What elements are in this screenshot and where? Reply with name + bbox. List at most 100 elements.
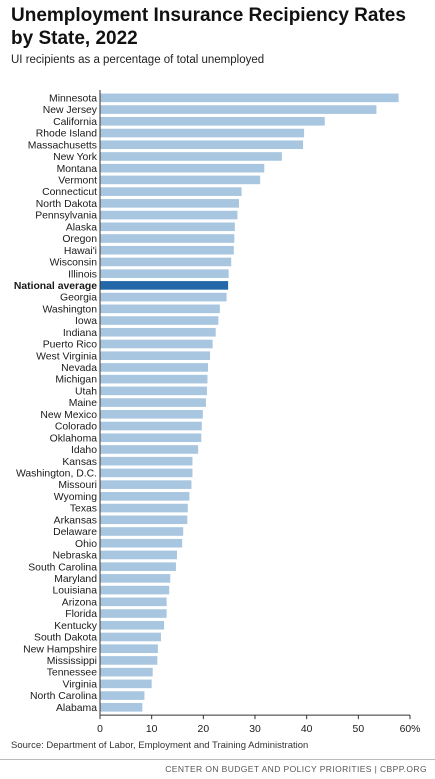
bar-wyoming — [100, 492, 190, 501]
category-label-georgia: Georgia — [60, 293, 97, 304]
bar-connecticut — [100, 187, 242, 196]
bar-west-virginia — [100, 351, 211, 360]
bar-washington — [100, 304, 220, 314]
bar-new-mexico — [100, 410, 203, 419]
category-label-rhode-island: Rhode Island — [36, 129, 97, 140]
category-label-iowa: Iowa — [75, 316, 97, 327]
category-label-north-carolina: North Carolina — [30, 691, 97, 702]
category-label-south-dakota: South Dakota — [34, 633, 97, 644]
category-label-nebraska: Nebraska — [53, 551, 98, 562]
chart-title: Unemployment Insurance Recipiency Rates … — [11, 5, 406, 49]
bar-missouri — [100, 480, 192, 489]
source-note: Source: Department of Labor, Employment … — [11, 740, 309, 751]
category-label-hawai-i: Hawai'i — [64, 246, 97, 257]
bar-minnesota — [100, 93, 399, 103]
x-tick-label-20: 20 — [198, 724, 210, 735]
category-label-north-dakota: North Dakota — [36, 199, 97, 210]
bar-new-jersey — [100, 105, 377, 114]
bar-louisiana — [100, 585, 170, 595]
bar-indiana — [100, 327, 216, 337]
bar-washington-d-c — [100, 468, 193, 478]
category-label-arkansas: Arkansas — [54, 515, 97, 526]
category-label-kansas: Kansas — [62, 457, 97, 468]
bar-mississippi — [100, 656, 158, 665]
bar-delaware — [100, 527, 184, 536]
bar-new-hampshire — [100, 644, 158, 653]
bar-pennsylvania — [100, 210, 238, 220]
bar-california — [100, 117, 325, 126]
bar-florida — [100, 609, 167, 618]
bar-kansas — [100, 456, 193, 466]
category-label-new-mexico: New Mexico — [40, 410, 97, 421]
category-label-utah: Utah — [75, 386, 97, 397]
bar-maine — [100, 398, 206, 407]
bar-oregon — [100, 234, 235, 243]
x-tick-label-0: 0 — [97, 724, 103, 735]
bar-arizona — [100, 597, 167, 607]
category-label-tennessee: Tennessee — [47, 668, 97, 679]
category-label-mississippi: Mississippi — [47, 656, 97, 667]
bar-vermont — [100, 175, 261, 185]
footer-credit: CENTER ON BUDGET AND POLICY PRIORITIES |… — [165, 764, 427, 774]
x-tick-label-50: 50 — [353, 724, 365, 735]
category-label-arizona: Arizona — [62, 597, 97, 608]
bar-arkansas — [100, 515, 188, 525]
bar-national-average — [100, 281, 229, 290]
bar-nevada — [100, 363, 208, 372]
category-label-puerto-rico: Puerto Rico — [43, 340, 98, 351]
bar-nebraska — [100, 550, 177, 560]
category-label-massachusetts: Massachusetts — [28, 140, 97, 151]
bar-texas — [100, 503, 188, 513]
bar-alabama — [100, 703, 143, 712]
category-label-new-hampshire: New Hampshire — [23, 644, 97, 655]
category-label-missouri: Missouri — [58, 480, 97, 491]
bar-massachusetts — [100, 140, 304, 150]
x-tick-label-40: 40 — [301, 724, 313, 735]
category-label-vermont: Vermont — [58, 176, 97, 187]
bar-montana — [100, 163, 265, 173]
bar-ohio — [100, 538, 183, 548]
x-tick-label-10: 10 — [146, 724, 158, 735]
category-label-washington: Washington — [43, 304, 98, 315]
category-label-pennsylvania: Pennsylvania — [35, 211, 97, 222]
bar-utah — [100, 386, 207, 396]
bar-new-york — [100, 152, 282, 161]
bar-puerto-rico — [100, 339, 213, 349]
category-label-maryland: Maryland — [54, 574, 97, 585]
bar-north-dakota — [100, 199, 239, 208]
bar-idaho — [100, 445, 199, 454]
bar-virginia — [100, 679, 152, 689]
category-label-new-york: New York — [53, 152, 98, 163]
category-label-west-virginia: West Virginia — [36, 351, 97, 362]
category-label-oregon: Oregon — [62, 234, 97, 245]
category-label-wisconsin: Wisconsin — [50, 258, 98, 269]
bar-wisconsin — [100, 257, 232, 267]
category-label-connecticut: Connecticut — [42, 187, 97, 198]
x-tick-label-60: 60% — [400, 724, 421, 735]
bar-colorado — [100, 421, 202, 431]
category-label-louisiana: Louisiana — [53, 586, 98, 597]
bar-north-carolina — [100, 691, 145, 700]
chart-subtitle: UI recipients as a percentage of total u… — [11, 54, 265, 66]
bar-south-carolina — [100, 562, 176, 571]
category-label-wyoming: Wyoming — [54, 492, 97, 503]
category-label-virginia: Virginia — [63, 679, 98, 690]
bar-hawai-i — [100, 245, 234, 255]
bar-maryland — [100, 574, 171, 583]
bar-georgia — [100, 292, 227, 302]
category-label-oklahoma: Oklahoma — [50, 433, 98, 444]
bar-michigan — [100, 374, 208, 384]
category-label-california: California — [53, 117, 97, 128]
bar-oklahoma — [100, 433, 202, 443]
footer-divider — [0, 759, 435, 760]
category-label-delaware: Delaware — [53, 527, 97, 538]
category-label-alaska: Alaska — [66, 222, 97, 233]
bar-south-dakota — [100, 632, 161, 642]
category-label-kentucky: Kentucky — [54, 621, 98, 632]
category-label-new-jersey: New Jersey — [43, 105, 98, 116]
category-label-maine: Maine — [69, 398, 98, 409]
category-label-washington-d-c: Washington, D.C. — [16, 469, 97, 480]
category-label-indiana: Indiana — [63, 328, 97, 339]
category-label-south-carolina: South Carolina — [28, 562, 97, 573]
